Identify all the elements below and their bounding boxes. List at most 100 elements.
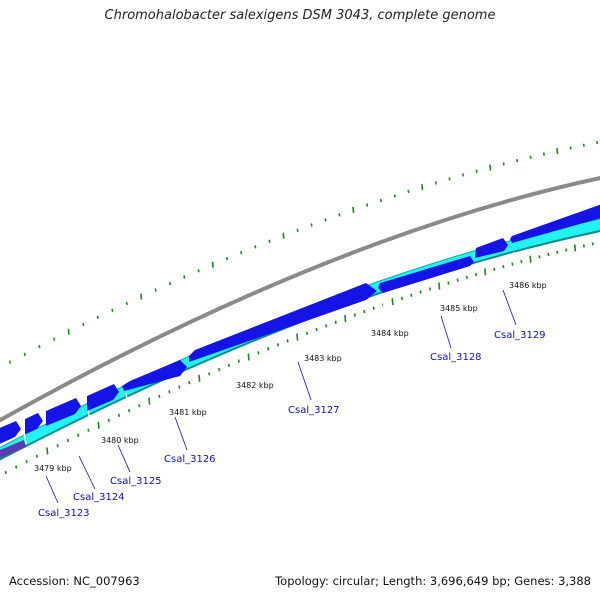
tick-mark: [218, 367, 221, 372]
tick-mark: [315, 327, 318, 332]
reverse-cds-edge: [0, 230, 600, 461]
forward-cds: [87, 384, 119, 411]
tick-mark: [325, 324, 328, 328]
tick-mark: [237, 359, 240, 363]
tick-mark: [366, 203, 369, 207]
tick-mark: [538, 255, 541, 259]
tick-mark: [428, 287, 432, 291]
genome-summary-text: Topology: circular; Length: 3,696,649 bp…: [275, 574, 591, 588]
tick-mark: [82, 322, 85, 327]
tick-mark: [46, 447, 49, 455]
leader-line: [78, 455, 96, 490]
forward-cds: [0, 421, 21, 444]
tick-mark: [502, 162, 505, 166]
leader-line: [502, 289, 517, 326]
tick-mark: [225, 256, 229, 261]
cds-gap: [513, 251, 517, 265]
forward-cds: [46, 398, 81, 426]
gene-label-csal-3128[interactable]: Csal_3128: [430, 352, 482, 363]
leader-line: [174, 416, 188, 451]
leader-line: [45, 475, 59, 504]
tick-mark: [286, 339, 289, 343]
tick-mark: [178, 385, 181, 389]
tick-mark: [23, 352, 26, 356]
scale-label: 3486 kbp: [509, 281, 547, 290]
forward-cds: [378, 256, 474, 293]
forward-strand-track: [0, 204, 600, 444]
tick-mark: [310, 223, 313, 227]
cds-gap: [87, 408, 91, 422]
tick-mark: [168, 390, 171, 394]
tick-mark: [267, 347, 270, 351]
tick-mark: [198, 374, 201, 382]
tick-mark: [158, 394, 161, 399]
cds-gap: [477, 262, 481, 276]
scale-labels: 3479 kbp 3480 kbp 3481 kbp 3482 kbp 3483…: [34, 281, 547, 473]
tick-mark: [197, 269, 200, 273]
tick-mark: [353, 313, 356, 317]
tick-mark: [15, 465, 18, 469]
tick-mark: [591, 242, 594, 246]
tick-mark: [125, 301, 128, 306]
tick-mark: [462, 173, 465, 177]
gene-label-csal-3127[interactable]: Csal_3127: [288, 405, 340, 416]
genome-backbone: [0, 176, 600, 423]
tick-mark: [168, 281, 172, 286]
tick-mark: [56, 444, 59, 448]
tick-mark: [569, 146, 572, 150]
tick-mark: [305, 331, 309, 335]
tick-mark: [421, 184, 424, 191]
tick-mark: [475, 169, 478, 173]
tick-mark: [138, 404, 141, 408]
tick-mark: [38, 345, 41, 349]
cds-gap: [125, 392, 129, 406]
tick-mark: [128, 408, 131, 413]
forward-cds: [189, 283, 377, 362]
gene-label-csal-3126[interactable]: Csal_3126: [164, 454, 216, 465]
tick-mark: [596, 140, 599, 145]
tick-mark: [516, 158, 519, 163]
tick-mark: [154, 288, 157, 292]
outer-tick-row: [8, 140, 599, 364]
tick-mark: [529, 155, 532, 159]
tick-mark: [96, 315, 99, 320]
tick-mark: [502, 264, 505, 269]
tick-mark: [393, 194, 396, 198]
gene-label-csal-3124[interactable]: Csal_3124: [73, 492, 125, 503]
tick-mark: [282, 232, 285, 239]
scale-label: 3481 kbp: [169, 408, 207, 417]
tick-mark: [240, 251, 243, 255]
tick-mark: [547, 252, 550, 257]
leader-line: [440, 315, 452, 349]
tick-mark: [296, 333, 299, 341]
tick-mark: [484, 268, 487, 276]
gene-label-csal-3129[interactable]: Csal_3129: [494, 330, 546, 341]
forward-cds: [475, 238, 508, 258]
tick-mark: [324, 218, 327, 222]
tick-mark: [53, 337, 56, 341]
tick-mark: [188, 381, 191, 385]
tick-mark: [227, 363, 231, 367]
tick-mark: [344, 315, 347, 323]
tick-mark: [493, 267, 496, 271]
gene-label-csal-3123[interactable]: Csal_3123: [38, 508, 90, 519]
tick-mark: [582, 244, 586, 248]
scale-label: 3485 kbp: [440, 304, 478, 313]
tick-mark: [97, 421, 100, 429]
tick-mark: [107, 418, 110, 422]
tick-mark: [556, 250, 559, 254]
gene-label-csal-3125[interactable]: Csal_3125: [110, 476, 162, 487]
tick-mark: [87, 428, 90, 432]
tick-mark: [363, 309, 366, 314]
tick-mark: [257, 351, 260, 355]
tick-mark: [489, 164, 492, 171]
forward-cds: [510, 204, 600, 243]
cds-gap: [381, 293, 385, 307]
tick-mark: [211, 261, 214, 268]
tick-mark: [268, 239, 271, 243]
tick-mark: [474, 272, 478, 277]
tick-mark: [434, 181, 437, 185]
scale-label: 3482 kbp: [236, 381, 274, 390]
tick-mark: [77, 433, 80, 438]
